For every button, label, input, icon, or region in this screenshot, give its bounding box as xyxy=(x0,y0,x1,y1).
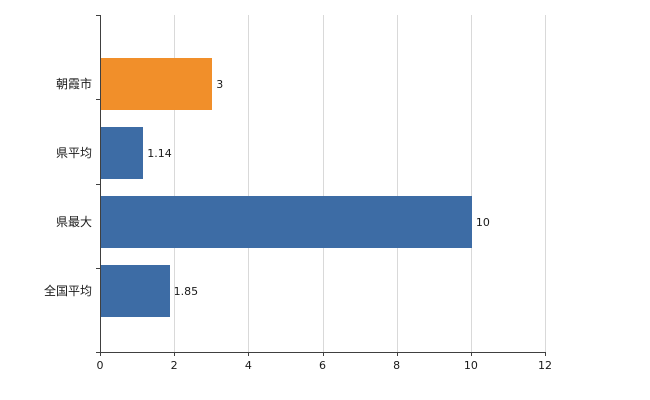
y-axis-tick xyxy=(96,15,100,16)
x-axis-tick-label: 0 xyxy=(96,359,104,372)
gridline xyxy=(470,15,472,352)
x-axis-tick xyxy=(545,352,546,356)
bar-value-label: 1.14 xyxy=(147,147,172,161)
bar-1 xyxy=(101,58,213,111)
x-axis-tick xyxy=(396,352,398,356)
bar-value-label: 1.85 xyxy=(173,284,199,298)
gridline xyxy=(174,15,176,352)
gridline xyxy=(396,15,398,352)
x-axis-tick-label: 4 xyxy=(244,359,252,372)
x-axis-tick xyxy=(248,352,250,356)
y-axis-tick xyxy=(96,267,100,269)
x-axis-tick-label: 10 xyxy=(463,359,478,372)
plot-area: 3 1.14 10 1.85 xyxy=(96,15,546,356)
gridline xyxy=(248,15,250,352)
category-label: 全国平均 xyxy=(43,283,92,298)
y-axis-tick xyxy=(96,99,100,101)
x-axis-tick xyxy=(100,352,101,356)
bar-2 xyxy=(101,127,144,180)
x-axis-tick-label: 8 xyxy=(393,359,401,372)
y-axis-line xyxy=(100,15,101,353)
gridline xyxy=(545,15,546,352)
x-axis-tick xyxy=(174,352,176,356)
bar-value-label: 10 xyxy=(475,215,490,229)
x-axis-line xyxy=(97,352,546,353)
bar-value-label: 3 xyxy=(216,78,224,92)
bar-3 xyxy=(101,195,472,248)
y-axis-tick xyxy=(96,183,100,185)
x-axis-tick-label: 6 xyxy=(319,359,326,372)
bar-4 xyxy=(101,264,170,317)
x-axis-tick-label: 2 xyxy=(170,359,178,372)
x-axis-tick xyxy=(470,352,472,356)
x-axis-tick-label: 12 xyxy=(538,359,552,372)
category-label: 県平均 xyxy=(55,146,92,161)
x-axis-tick xyxy=(322,352,324,356)
category-label: 朝霞市 xyxy=(55,77,92,92)
gridline xyxy=(322,15,324,352)
category-label: 県最大 xyxy=(55,214,92,229)
